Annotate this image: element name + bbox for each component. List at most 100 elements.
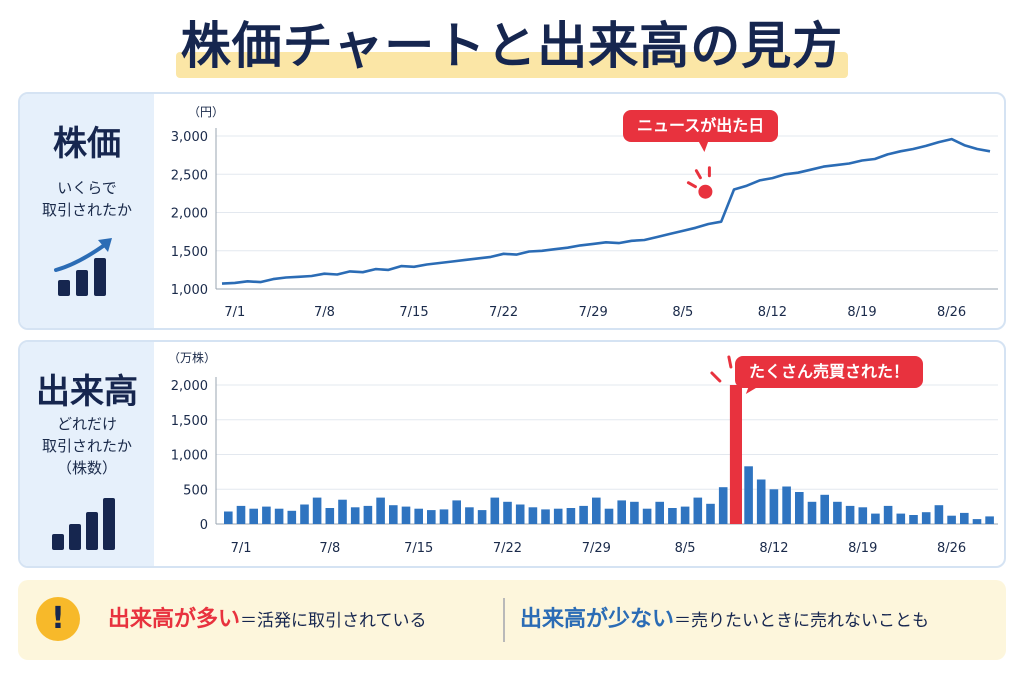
volume-bar	[833, 501, 842, 524]
exclamation-icon: !	[36, 597, 80, 641]
price-x-tick: 7/22	[489, 305, 518, 320]
burst-line	[710, 371, 722, 383]
volume-y-tick: 1,500	[171, 414, 208, 429]
volume-bar	[350, 507, 360, 524]
bar-chart-icon	[52, 498, 115, 550]
volume-bar	[439, 509, 449, 524]
price-y-tick: 1,000	[171, 283, 208, 298]
volume-bar	[579, 505, 588, 524]
volume-bar	[553, 508, 563, 524]
volume-bar	[604, 508, 614, 524]
price-x-tick: 8/12	[758, 305, 787, 320]
volume-x-tick: 7/1	[231, 541, 252, 556]
volume-bar	[871, 513, 880, 524]
volume-bar	[630, 501, 639, 524]
volume-bar	[896, 513, 906, 524]
rising-bar-chart-icon	[54, 238, 112, 296]
volume-bar	[921, 512, 931, 524]
note-left: 出来高が多い＝活発に取引されている	[108, 602, 427, 638]
price-panel: 株価 いくらで 取引されたか （円） 1,000 1,500 2,000 2,500 3,…	[18, 92, 1006, 330]
volume-bar	[452, 500, 461, 524]
price-x-tick: 7/15	[399, 305, 428, 320]
volume-x-tick: 7/15	[404, 541, 433, 556]
volume-bar	[262, 506, 271, 524]
volume-x-tick: 8/12	[759, 541, 788, 556]
volume-bar	[465, 507, 474, 524]
volume-bar	[490, 497, 500, 524]
burst-line	[727, 355, 733, 369]
volume-bar	[224, 511, 233, 524]
volume-bar	[972, 519, 982, 524]
volume-bar	[807, 501, 817, 524]
volume-bar	[312, 497, 322, 524]
news-marker	[696, 182, 715, 201]
volume-bar	[401, 506, 411, 524]
price-y-tick: 2,000	[171, 207, 208, 222]
title-area: 株価チャートと出来高の見方	[0, 0, 1024, 86]
volume-bar	[756, 479, 766, 524]
volume-bar	[477, 510, 487, 524]
volume-bar	[782, 486, 791, 524]
volume-bar	[541, 509, 550, 524]
volume-bar	[566, 508, 576, 524]
volume-bar	[934, 505, 944, 524]
volume-bar	[287, 510, 297, 524]
price-unit-label: （円）	[188, 105, 224, 119]
volume-bar	[883, 505, 893, 524]
volume-bar	[363, 505, 373, 524]
volume-x-tick: 7/8	[319, 541, 340, 556]
volume-chart: （万株） 0 500 1,000 1,500 2,000 7/1 7/8 7/15 7/22 7/2…	[168, 350, 998, 556]
volume-bar	[744, 466, 753, 524]
note-divider	[503, 598, 505, 642]
news-callout-pointer	[698, 141, 709, 152]
volume-y-tick: 0	[200, 518, 208, 533]
note-right-strong: 出来高が少ない	[520, 607, 675, 632]
volume-bar	[427, 510, 436, 524]
news-callout: ニュースが出た日	[623, 110, 779, 142]
volume-bar	[503, 501, 512, 524]
volume-y-tick: 2,000	[171, 379, 208, 394]
volume-bar	[617, 500, 626, 524]
price-side: 株価 いくらで 取引されたか	[20, 94, 154, 328]
volume-bar	[236, 505, 246, 524]
volume-bar	[249, 508, 258, 524]
price-x-tick: 7/29	[579, 305, 608, 320]
volume-side: 出来高 どれだけ 取引されたか （株数）	[20, 342, 154, 566]
title-highlight	[176, 52, 848, 78]
volume-bar	[642, 508, 652, 524]
volume-bar	[325, 508, 335, 524]
bottom-note: ! 出来高が多い＝活発に取引されている 出来高が少ない＝売りたいときに売れないこ…	[18, 580, 1006, 660]
volume-bar	[858, 507, 868, 524]
price-desc-2: 取引されたか	[41, 201, 132, 219]
note-right-text: ＝売りたいときに売れないことも	[674, 611, 930, 631]
volume-bar	[909, 515, 918, 524]
volume-label: 出来高	[36, 372, 138, 412]
page-title: 株価チャートと出来高の見方	[180, 17, 844, 75]
volume-bar	[389, 505, 398, 524]
volume-x-tick: 8/5	[675, 541, 696, 556]
volume-panel: 出来高 どれだけ 取引されたか （株数） （万株） 0 500 1,000 1,500 2…	[18, 340, 1006, 568]
price-y-tick: 1,500	[171, 245, 208, 260]
volume-bar	[706, 503, 715, 524]
volume-desc-1: どれだけ	[56, 415, 117, 433]
price-desc-1: いくらで	[57, 179, 117, 197]
price-x-tick: 7/1	[224, 305, 245, 320]
volume-x-tick: 7/29	[582, 541, 611, 556]
price-line	[221, 137, 991, 285]
price-y-tick: 2,500	[171, 168, 208, 183]
price-chart: （円） 1,000 1,500 2,000 2,500 3,000 7/1 7/8 7/15 7/…	[171, 105, 998, 320]
volume-bar	[795, 492, 804, 524]
volume-bar	[985, 516, 994, 524]
price-x-tick: 8/19	[847, 305, 876, 320]
volume-bar	[680, 506, 690, 524]
volume-bar	[528, 507, 538, 524]
volume-bar	[515, 504, 525, 524]
volume-y-tick: 1,000	[171, 449, 208, 464]
price-label: 株価	[53, 124, 121, 164]
trade-callout: たくさん売買された！	[735, 356, 924, 388]
volume-bar	[655, 501, 664, 524]
volume-bar	[668, 508, 677, 524]
volume-x-tick: 8/26	[937, 541, 966, 556]
volume-bar	[274, 508, 284, 524]
note-left-text: ＝活発に取引されている	[240, 611, 427, 631]
